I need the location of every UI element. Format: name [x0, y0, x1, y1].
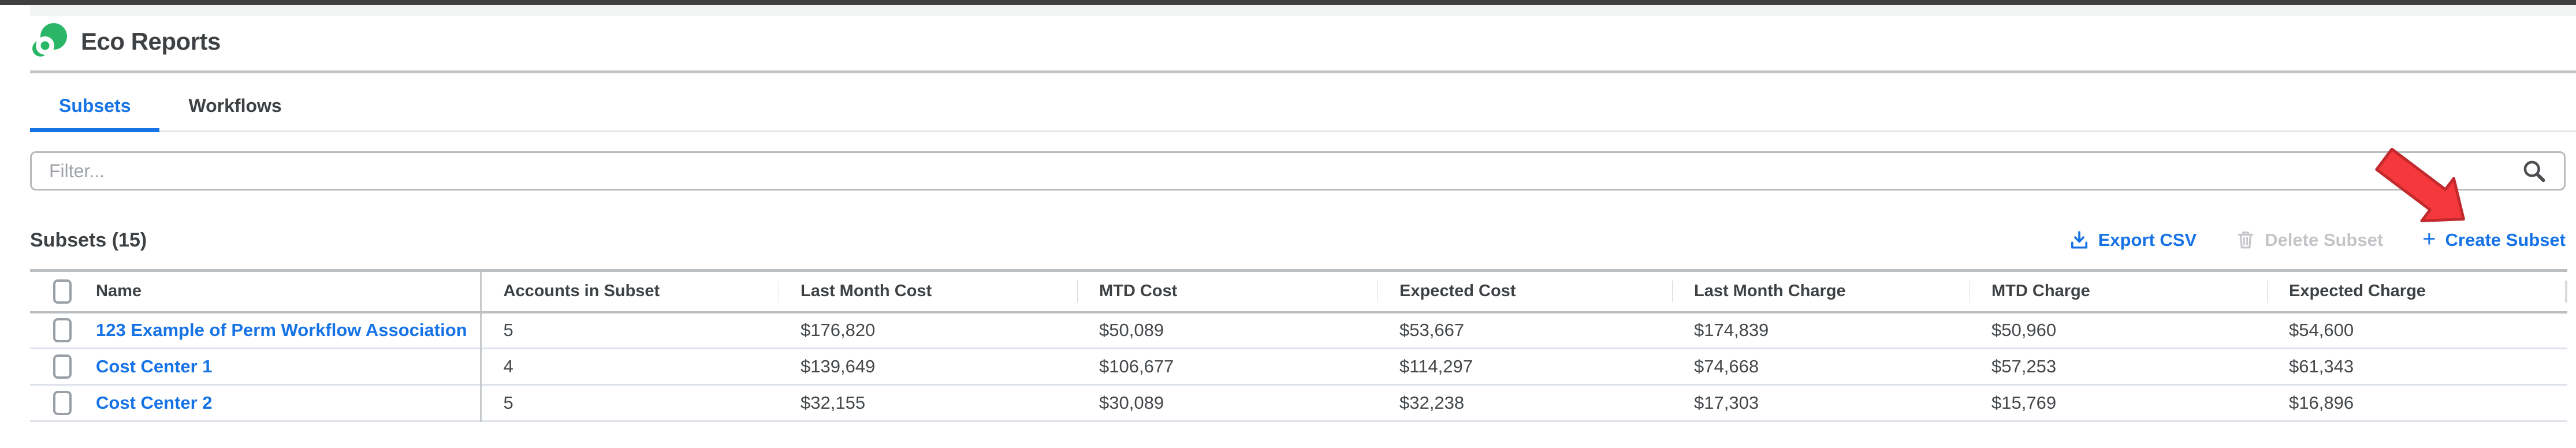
toolbar-actions: Export CSV Delete Subset + Create Subset [2069, 226, 2566, 252]
cell-expected-cost: $53,667 [1399, 320, 1465, 341]
column-header-last-month-charge: Last Month Charge [1672, 271, 1970, 312]
cell-mtd-cost: $30,089 [1099, 393, 1164, 413]
row-checkbox[interactable] [53, 354, 72, 379]
search-icon[interactable] [2522, 159, 2546, 183]
cell-accounts-in-subset: 4 [479, 348, 779, 385]
filter-bar [30, 151, 2566, 191]
create-subset-label: Create Subset [2445, 230, 2566, 250]
column-header-name: Name [96, 282, 142, 301]
download-icon [2071, 231, 2087, 249]
cell-last-month-charge: $17,303 [1694, 393, 1759, 413]
tab-bar: Subsets Workflows [30, 81, 2576, 132]
filter-input[interactable] [30, 151, 2566, 191]
column-header-last-month-cost: Last Month Cost [779, 271, 1077, 312]
section-title: Subsets (15) [30, 229, 147, 251]
eco-logo-icon [32, 23, 67, 57]
cell-mtd-charge: $50,960 [1991, 320, 2057, 341]
cell-expected-cost: $114,297 [1399, 356, 1473, 376]
row-checkbox[interactable] [53, 318, 72, 343]
column-header-mtd-charge: MTD Charge [1970, 271, 2267, 312]
cell-mtd-cost: $50,089 [1099, 320, 1164, 341]
header-divider [30, 70, 2576, 73]
export-csv-button[interactable]: Export CSV [2069, 230, 2197, 251]
subsets-table: Name Accounts in Subset Last Month Cost … [30, 269, 2567, 422]
tab-subsets[interactable]: Subsets [30, 81, 160, 132]
export-csv-label: Export CSV [2098, 230, 2197, 250]
subset-name-link[interactable]: 123 Example of Perm Workflow Association [96, 320, 467, 341]
cell-expected-charge: $16,896 [2289, 393, 2354, 413]
delete-subset-button[interactable]: Delete Subset [2236, 230, 2383, 251]
cell-last-month-cost: $32,155 [801, 393, 866, 413]
page-top-shadow [30, 5, 2576, 16]
cell-last-month-cost: $139,649 [801, 356, 876, 376]
section-header: Subsets (15) Export CSV Delete Subset + … [30, 224, 2566, 256]
select-all-checkbox[interactable] [53, 279, 72, 304]
cell-last-month-charge: $74,668 [1694, 356, 1759, 376]
app-header: Eco Reports [32, 23, 221, 60]
cell-accounts-in-subset: 5 [479, 384, 779, 421]
column-header-expected-cost: Expected Cost [1378, 271, 1672, 312]
column-header-mtd-cost: MTD Cost [1077, 271, 1378, 312]
cell-expected-cost: $32,238 [1399, 393, 1465, 413]
table-row: Cost Center 2 5 $32,155 $30,089 $32,238 … [30, 384, 2567, 421]
plus-icon: + [2422, 226, 2436, 252]
column-header-expected-charge: Expected Charge [2267, 271, 2567, 312]
cell-mtd-charge: $57,253 [1991, 356, 2057, 376]
table-row: Cost Center 1 4 $139,649 $106,677 $114,2… [30, 348, 2567, 385]
table-row: 123 Example of Perm Workflow Association… [30, 312, 2567, 349]
delete-subset-label: Delete Subset [2265, 230, 2384, 250]
table-header-row: Name Accounts in Subset Last Month Cost … [30, 270, 2567, 312]
trash-icon [2238, 232, 2254, 249]
cell-expected-charge: $61,343 [2289, 356, 2354, 376]
cell-accounts-in-subset: 5 [479, 312, 779, 349]
cell-mtd-cost: $106,677 [1099, 356, 1174, 376]
column-header-accounts-in-subset: Accounts in Subset [479, 270, 779, 312]
cell-mtd-charge: $15,769 [1991, 393, 2057, 413]
window-top-edge [0, 0, 2576, 5]
subset-name-link[interactable]: Cost Center 1 [96, 356, 213, 376]
tab-workflows[interactable]: Workflows [188, 95, 282, 116]
page-title: Eco Reports [81, 28, 221, 55]
cell-last-month-charge: $174,839 [1694, 320, 1769, 341]
cell-expected-charge: $54,600 [2289, 320, 2354, 341]
row-checkbox[interactable] [53, 391, 72, 415]
subset-name-link[interactable]: Cost Center 2 [96, 393, 213, 413]
create-subset-button[interactable]: + Create Subset [2422, 226, 2566, 252]
cell-last-month-cost: $176,820 [801, 320, 876, 341]
